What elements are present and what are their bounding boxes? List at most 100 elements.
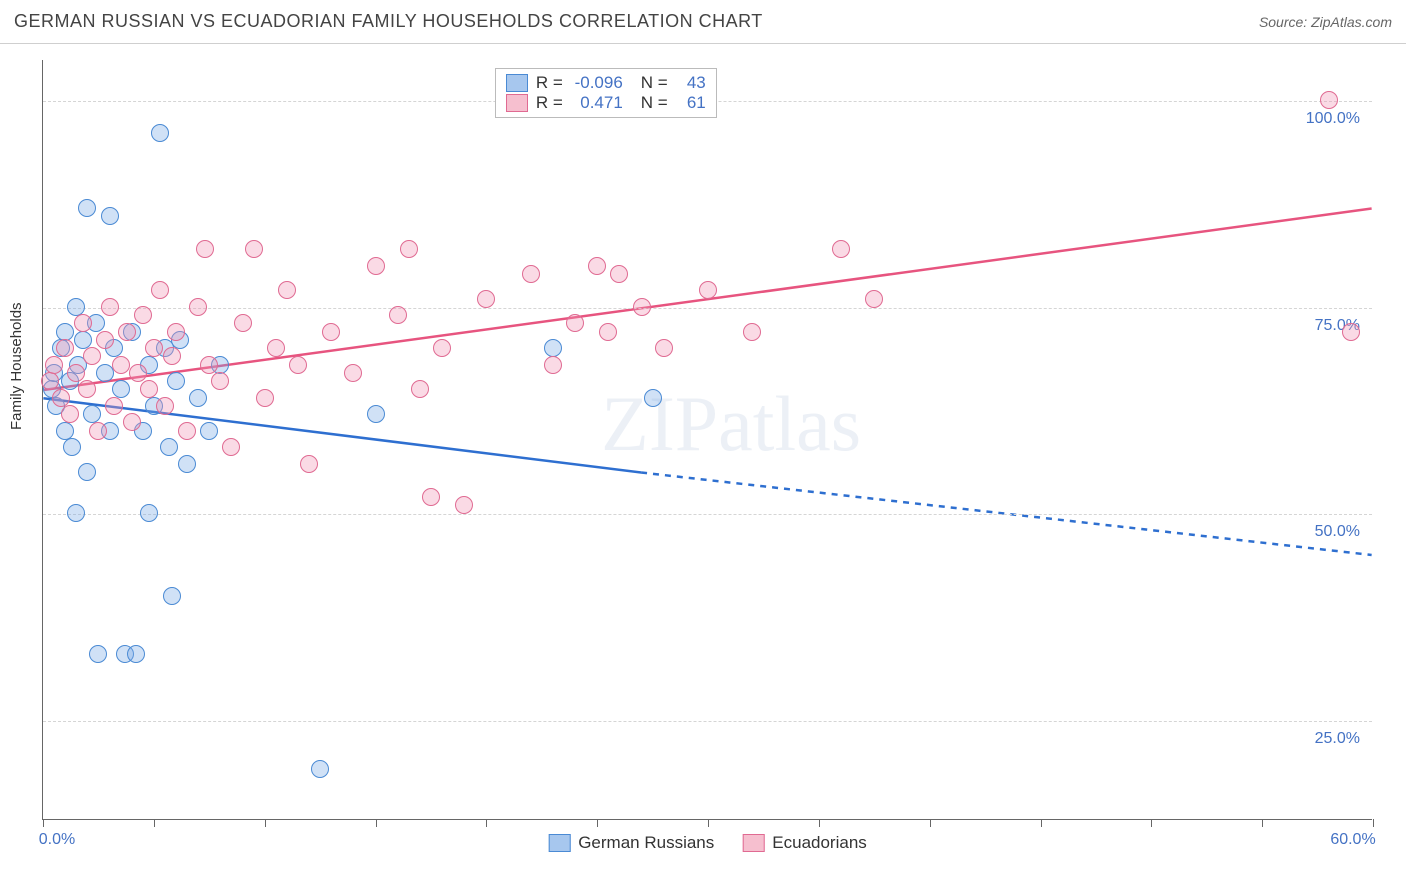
legend-item: German Russians xyxy=(548,833,714,853)
legend-label: Ecuadorians xyxy=(772,833,867,853)
scatter-point xyxy=(134,306,152,324)
r-label: R = xyxy=(536,93,563,113)
scatter-point xyxy=(599,323,617,341)
n-value: 43 xyxy=(676,73,706,93)
scatter-point xyxy=(140,504,158,522)
trend-line xyxy=(43,398,641,472)
scatter-point xyxy=(189,298,207,316)
x-tick xyxy=(1373,819,1374,827)
r-value: -0.096 xyxy=(571,73,623,93)
scatter-point xyxy=(322,323,340,341)
x-tick xyxy=(265,819,266,827)
scatter-point xyxy=(105,397,123,415)
scatter-point xyxy=(41,372,59,390)
y-tick-label: 50.0% xyxy=(1315,523,1360,541)
scatter-point xyxy=(433,339,451,357)
scatter-point xyxy=(267,339,285,357)
scatter-point xyxy=(78,380,96,398)
scatter-point xyxy=(633,298,651,316)
scatter-point xyxy=(160,438,178,456)
scatter-point xyxy=(743,323,761,341)
x-tick xyxy=(376,819,377,827)
scatter-point xyxy=(129,364,147,382)
scatter-point xyxy=(167,372,185,390)
scatter-point xyxy=(200,422,218,440)
scatter-point xyxy=(289,356,307,374)
x-tick xyxy=(708,819,709,827)
n-value: 61 xyxy=(676,93,706,113)
trend-lines-layer xyxy=(43,60,1372,819)
y-axis-label: Family Households xyxy=(8,302,25,430)
scatter-point xyxy=(832,240,850,258)
scatter-point xyxy=(112,356,130,374)
source-attribution: Source: ZipAtlas.com xyxy=(1259,14,1392,30)
scatter-point xyxy=(196,240,214,258)
y-tick-label: 100.0% xyxy=(1306,110,1360,128)
scatter-point xyxy=(189,389,207,407)
scatter-point xyxy=(45,356,63,374)
scatter-point xyxy=(311,760,329,778)
scatter-point xyxy=(699,281,717,299)
scatter-point xyxy=(178,422,196,440)
scatter-point xyxy=(200,356,218,374)
scatter-point xyxy=(74,331,92,349)
scatter-point xyxy=(422,488,440,506)
scatter-point xyxy=(163,587,181,605)
r-label: R = xyxy=(536,73,563,93)
scatter-point xyxy=(151,124,169,142)
scatter-point xyxy=(610,265,628,283)
x-tick xyxy=(154,819,155,827)
legend-swatch xyxy=(742,834,764,852)
scatter-point xyxy=(477,290,495,308)
scatter-point xyxy=(127,645,145,663)
watermark: ZIPatlas xyxy=(601,379,861,469)
legend-row: R = -0.096 N = 43 xyxy=(506,73,706,93)
scatter-point xyxy=(163,347,181,365)
scatter-point xyxy=(96,331,114,349)
x-tick xyxy=(1151,819,1152,827)
scatter-point xyxy=(118,323,136,341)
scatter-point xyxy=(67,298,85,316)
scatter-point xyxy=(367,405,385,423)
scatter-point xyxy=(865,290,883,308)
scatter-point xyxy=(83,405,101,423)
scatter-plot-area: ZIPatlas 25.0%50.0%75.0%100.0%0.0%60.0%R… xyxy=(42,60,1372,820)
scatter-point xyxy=(167,323,185,341)
scatter-point xyxy=(83,347,101,365)
x-tick xyxy=(597,819,598,827)
n-label: N = xyxy=(641,73,668,93)
scatter-point xyxy=(300,455,318,473)
scatter-point xyxy=(156,397,174,415)
gridline xyxy=(43,721,1372,722)
x-tick xyxy=(1262,819,1263,827)
scatter-point xyxy=(178,455,196,473)
scatter-point xyxy=(211,372,229,390)
x-tick xyxy=(819,819,820,827)
n-label: N = xyxy=(641,93,668,113)
x-tick-label: 0.0% xyxy=(39,831,75,849)
legend-swatch xyxy=(506,94,528,112)
scatter-point xyxy=(151,281,169,299)
x-tick xyxy=(930,819,931,827)
scatter-point xyxy=(63,438,81,456)
scatter-point xyxy=(655,339,673,357)
x-tick-label: 60.0% xyxy=(1330,831,1375,849)
legend-row: R =0.471N =61 xyxy=(506,93,706,113)
scatter-point xyxy=(588,257,606,275)
scatter-point xyxy=(112,380,130,398)
scatter-point xyxy=(145,339,163,357)
scatter-point xyxy=(78,463,96,481)
scatter-point xyxy=(278,281,296,299)
scatter-point xyxy=(74,314,92,332)
scatter-point xyxy=(140,380,158,398)
gridline xyxy=(43,308,1372,309)
scatter-point xyxy=(644,389,662,407)
x-tick xyxy=(43,819,44,827)
scatter-point xyxy=(344,364,362,382)
gridline xyxy=(43,514,1372,515)
scatter-point xyxy=(522,265,540,283)
scatter-point xyxy=(56,339,74,357)
series-legend: German Russians Ecuadorians xyxy=(548,833,867,853)
scatter-point xyxy=(256,389,274,407)
y-tick-label: 25.0% xyxy=(1315,730,1360,748)
